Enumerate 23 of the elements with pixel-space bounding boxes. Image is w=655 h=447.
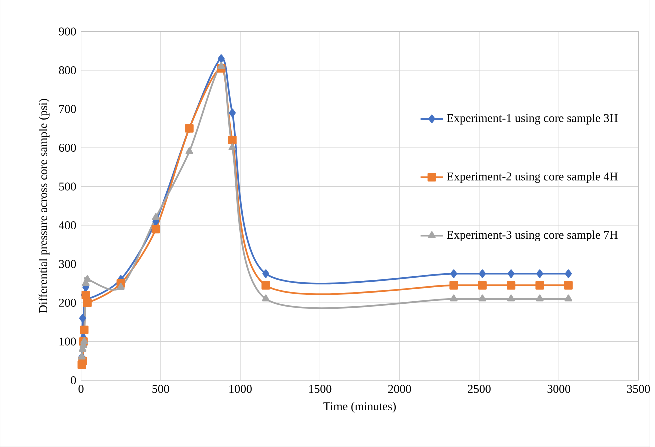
y-axis-title: Differential pressure across core sample (psi) xyxy=(38,98,50,314)
x-tick-label: 3000 xyxy=(548,384,571,393)
legend-label: Experiment-3 using core sample 7H xyxy=(447,230,618,242)
x-tick-label: 2000 xyxy=(388,384,412,393)
x-tick-label: 1500 xyxy=(309,384,332,393)
y-tick-label: 400 xyxy=(59,221,76,230)
x-tick-label: 3500 xyxy=(627,384,650,393)
y-tick-label: 300 xyxy=(59,260,76,268)
legend-label: Experiment-1 using core sample 3H xyxy=(447,114,618,125)
y-tick-label: 600 xyxy=(59,144,76,152)
x-axis-title: Time (minutes) xyxy=(324,402,396,413)
y-tick-label: 200 xyxy=(59,298,76,307)
y-tick-label: 100 xyxy=(60,338,76,346)
x-tick-label: 0 xyxy=(78,384,84,393)
y-tick-label: 0 xyxy=(71,376,76,384)
y-tick-label: 500 xyxy=(59,182,76,191)
x-tick-label: 500 xyxy=(152,384,170,393)
y-tick-label: 900 xyxy=(59,27,76,36)
y-tick-label: 800 xyxy=(59,66,76,74)
x-tick-label: 1000 xyxy=(230,384,252,393)
x-tick-label: 2500 xyxy=(468,384,491,393)
y-tick-label: 700 xyxy=(60,104,76,114)
legend-label: Experiment-2 using core sample 4H xyxy=(447,172,618,183)
